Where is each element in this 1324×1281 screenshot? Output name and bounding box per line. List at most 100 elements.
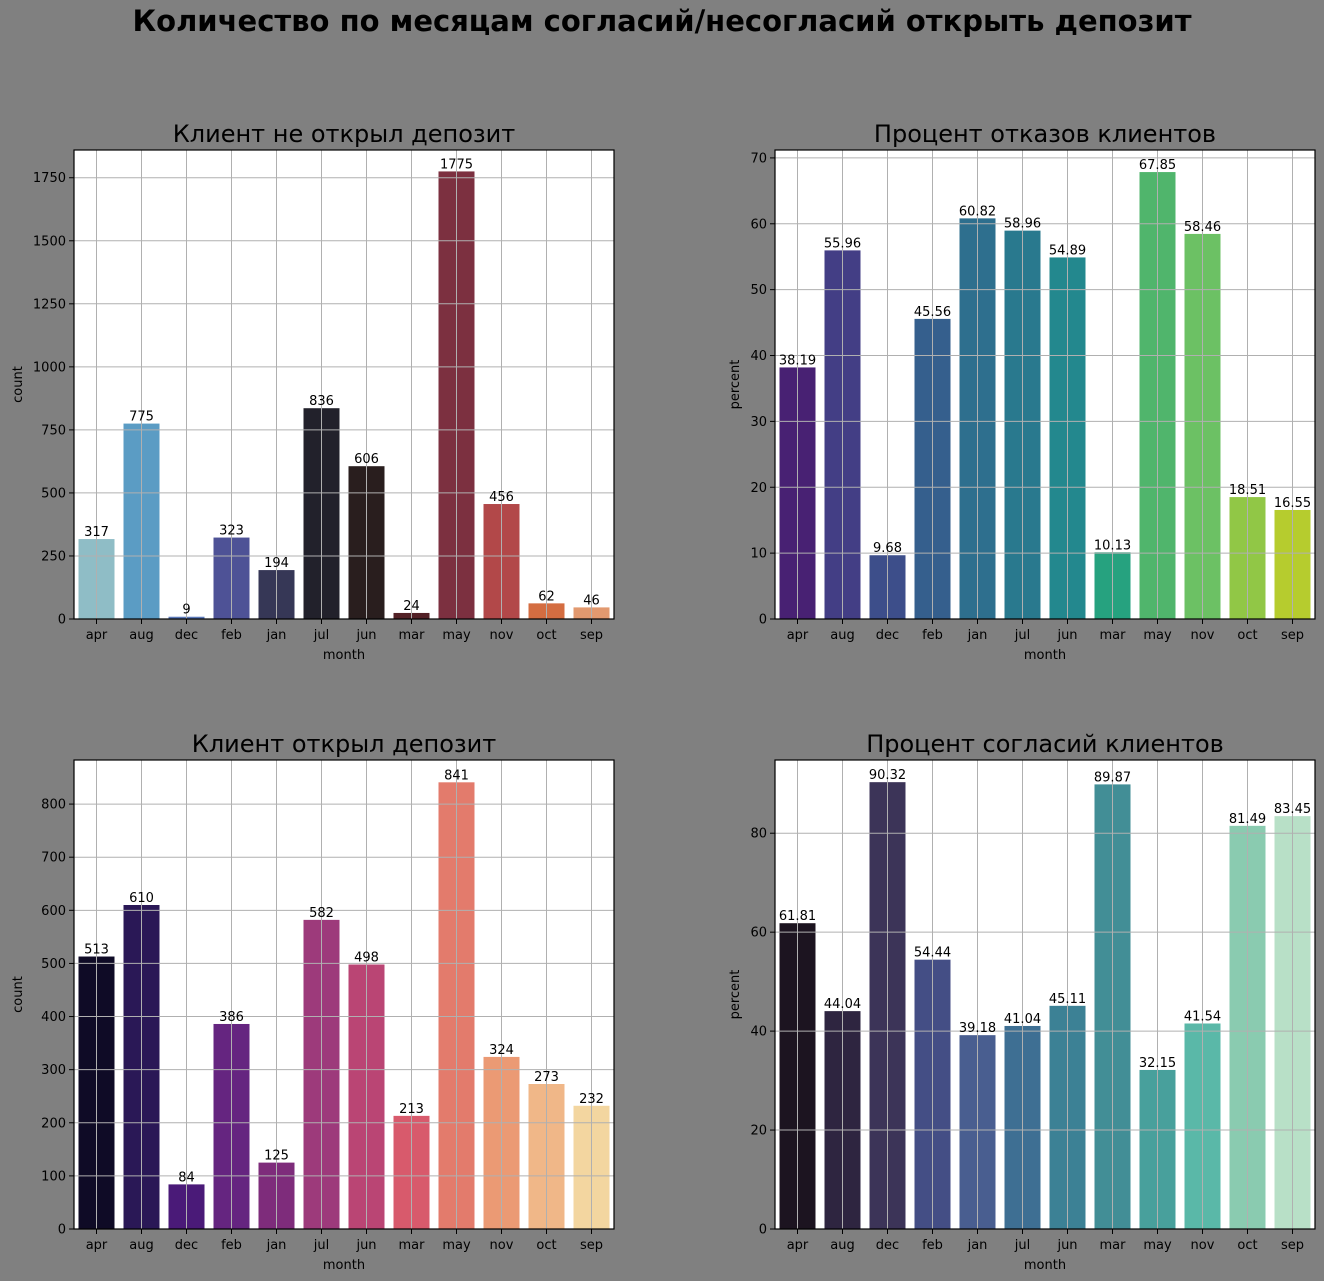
y-tick-label: 1500 — [33, 234, 66, 249]
x-axis-label: month — [1024, 1258, 1066, 1273]
y-axis-label: count — [11, 976, 26, 1013]
data-label-oct: 18.51 — [1229, 483, 1266, 498]
y-axis-label: percent — [728, 360, 743, 410]
x-tick-label-jan: jan — [266, 628, 287, 643]
x-tick-label-dec: dec — [175, 1238, 198, 1253]
x-tick-label-apr: apr — [86, 628, 108, 643]
y-tick-label: 100 — [41, 1169, 66, 1184]
plot-area — [74, 150, 614, 619]
data-label-nov: 41.54 — [1184, 1009, 1221, 1024]
x-tick-label-dec: dec — [876, 628, 899, 643]
x-tick-label-oct: oct — [536, 1238, 556, 1253]
data-label-sep: 83.45 — [1274, 802, 1311, 817]
x-tick-label-aug: aug — [129, 628, 153, 643]
data-label-jun: 606 — [354, 452, 379, 467]
y-tick-label: 400 — [41, 1010, 66, 1025]
data-label-jan: 60.82 — [959, 204, 996, 219]
x-tick-label-aug: aug — [830, 628, 854, 643]
y-tick-label: 0 — [58, 613, 66, 628]
data-label-aug: 775 — [129, 410, 154, 425]
y-tick-label: 500 — [41, 957, 66, 972]
y-tick-label: 1250 — [33, 297, 66, 312]
y-tick-label: 60 — [750, 926, 767, 941]
x-tick-label-mar: mar — [399, 1238, 426, 1253]
y-tick-label: 40 — [750, 349, 767, 364]
y-axis-label: percent — [728, 970, 743, 1020]
y-tick-label: 0 — [759, 1223, 767, 1238]
data-label-jun: 54.89 — [1049, 243, 1086, 258]
data-label-jan: 39.18 — [959, 1021, 996, 1036]
x-tick-label-nov: nov — [490, 1238, 514, 1253]
data-label-jul: 58.96 — [1004, 217, 1041, 232]
data-label-aug: 610 — [129, 891, 154, 906]
data-label-may: 1775 — [440, 157, 473, 172]
x-tick-label-apr: apr — [787, 628, 809, 643]
x-tick-label-may: may — [442, 628, 471, 643]
data-label-mar: 24 — [403, 599, 420, 614]
plot-area — [775, 760, 1315, 1229]
x-tick-label-nov: nov — [1191, 628, 1215, 643]
data-label-sep: 16.55 — [1274, 496, 1311, 511]
data-label-oct: 273 — [534, 1070, 559, 1085]
y-tick-label: 20 — [750, 1124, 767, 1139]
data-label-jun: 498 — [354, 950, 379, 965]
y-tick-label: 750 — [41, 423, 66, 438]
data-label-apr: 317 — [84, 525, 109, 540]
data-label-feb: 323 — [219, 524, 244, 539]
plot-frame — [73, 149, 615, 620]
figure-title: Количество по месяцам согласий/несогласи… — [132, 4, 1192, 38]
y-tick-label: 20 — [750, 481, 767, 496]
data-label-dec: 9 — [182, 603, 190, 618]
plot-frame — [774, 149, 1316, 620]
data-label-feb: 386 — [219, 1010, 244, 1025]
data-label-may: 841 — [444, 768, 469, 783]
x-axis-label: month — [323, 648, 365, 663]
data-label-jul: 41.04 — [1004, 1012, 1041, 1027]
data-label-oct: 62 — [538, 589, 555, 604]
data-label-mar: 10.13 — [1094, 538, 1131, 553]
y-tick-label: 1750 — [33, 171, 66, 186]
data-label-may: 67.85 — [1139, 158, 1176, 173]
data-label-nov: 58.46 — [1184, 220, 1221, 235]
x-tick-label-jul: jul — [313, 1238, 329, 1253]
data-label-feb: 54.44 — [914, 946, 951, 961]
x-tick-label-aug: aug — [129, 1238, 153, 1253]
x-tick-label-aug: aug — [830, 1238, 854, 1253]
x-tick-label-mar: mar — [1100, 628, 1127, 643]
plot-area — [775, 150, 1315, 619]
x-tick-label-mar: mar — [399, 628, 426, 643]
chart-title: Процент отказов клиентов — [874, 120, 1216, 148]
y-tick-label: 700 — [41, 851, 66, 866]
data-label-dec: 84 — [178, 1170, 195, 1185]
y-tick-label: 300 — [41, 1063, 66, 1078]
y-tick-label: 50 — [750, 283, 767, 298]
chart-panel-refusal-percent: 38.19 55.96 9.68 45.56 60.82 58.96 54.89 10.13 6… — [728, 120, 1316, 663]
data-label-aug: 44.04 — [824, 997, 861, 1012]
y-tick-label: 10 — [750, 547, 767, 562]
x-tick-label-jun: jun — [355, 628, 376, 643]
y-tick-label: 40 — [750, 1025, 767, 1040]
chart-title: Процент согласий клиентов — [866, 730, 1224, 758]
y-tick-label: 60 — [750, 217, 767, 232]
data-label-aug: 55.96 — [824, 236, 861, 251]
y-tick-label: 30 — [750, 415, 767, 430]
x-tick-label-jun: jun — [1056, 1238, 1077, 1253]
data-label-jul: 836 — [309, 394, 334, 409]
x-tick-label-jan: jan — [967, 628, 988, 643]
data-label-jan: 125 — [264, 1149, 289, 1164]
x-tick-label-may: may — [1143, 628, 1172, 643]
y-tick-label: 600 — [41, 904, 66, 919]
chart-panel-agreement-percent: 61.81 44.04 90.32 54.44 39.18 41.04 45.11 89.87… — [728, 730, 1316, 1273]
data-label-jan: 194 — [264, 556, 289, 571]
x-axis-label: month — [1024, 648, 1066, 663]
x-tick-label-apr: apr — [787, 1238, 809, 1253]
y-tick-label: 0 — [759, 613, 767, 628]
x-tick-label-feb: feb — [922, 1238, 943, 1253]
x-tick-label-jul: jul — [1014, 628, 1030, 643]
x-tick-label-apr: apr — [86, 1238, 108, 1253]
data-label-sep: 232 — [579, 1092, 604, 1107]
x-tick-label-nov: nov — [490, 628, 514, 643]
y-tick-label: 200 — [41, 1116, 66, 1131]
x-tick-label-jul: jul — [1014, 1238, 1030, 1253]
